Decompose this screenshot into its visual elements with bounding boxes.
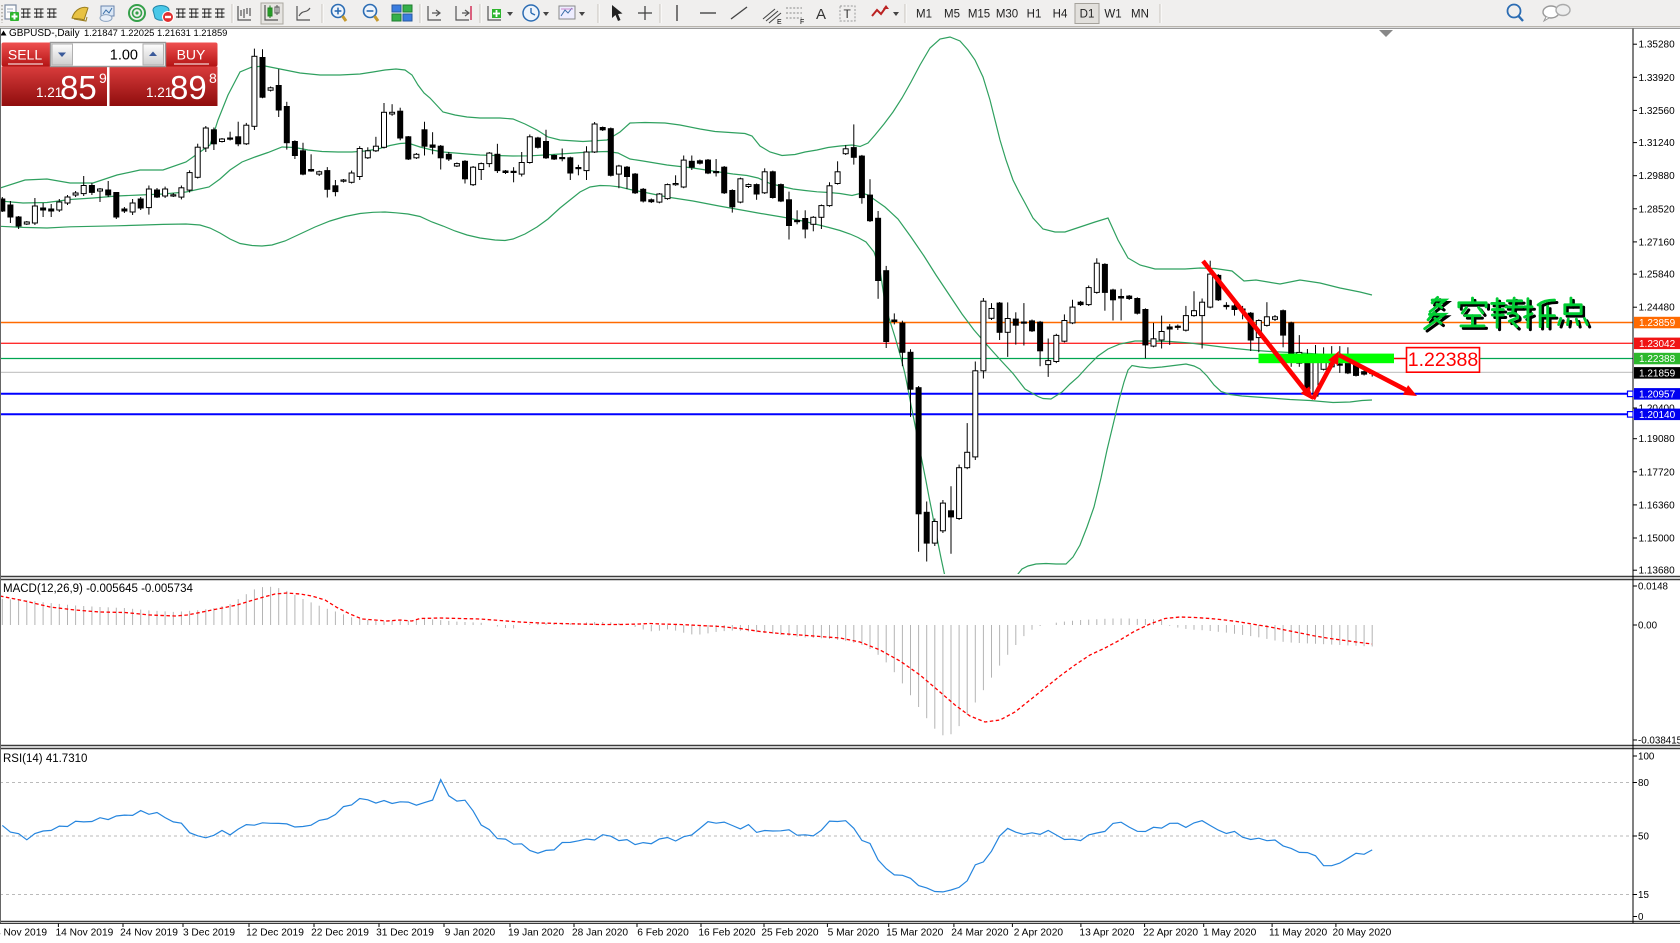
svg-text:9: 9	[99, 70, 107, 86]
svg-text:E: E	[777, 19, 782, 26]
svg-text:1.25840: 1.25840	[1639, 270, 1676, 281]
svg-text:80: 80	[1638, 778, 1649, 789]
svg-text:19 Jan 2020: 19 Jan 2020	[508, 928, 564, 939]
svg-text:5 Mar 2020: 5 Mar 2020	[828, 928, 880, 939]
svg-text:1.21: 1.21	[146, 85, 172, 100]
svg-text:8: 8	[209, 70, 217, 86]
svg-text:M30: M30	[996, 9, 1018, 21]
svg-text:1.32560: 1.32560	[1639, 106, 1676, 117]
svg-text:1.19080: 1.19080	[1639, 434, 1676, 445]
svg-text:1.21847 1.22025 1.21631 1.2185: 1.21847 1.22025 1.21631 1.21859	[84, 27, 227, 38]
svg-text:1.29880: 1.29880	[1639, 171, 1676, 182]
svg-text:0.0148: 0.0148	[1638, 581, 1669, 592]
svg-text:M1: M1	[916, 9, 932, 21]
svg-text:100: 100	[1638, 751, 1655, 762]
svg-text:24 Nov 2019: 24 Nov 2019	[120, 928, 178, 939]
svg-text:M15: M15	[968, 9, 990, 21]
svg-text:0: 0	[1638, 912, 1644, 923]
svg-text:15: 15	[1638, 890, 1649, 901]
svg-text:BUY: BUY	[177, 47, 206, 63]
svg-text:14 Nov 2019: 14 Nov 2019	[56, 928, 114, 939]
svg-text:1.17720: 1.17720	[1639, 467, 1676, 478]
svg-text:20 May 2020: 20 May 2020	[1332, 928, 1391, 939]
svg-text:1.22388: 1.22388	[1639, 354, 1676, 365]
svg-text:1.22388: 1.22388	[1408, 349, 1479, 371]
svg-text:MN: MN	[1131, 9, 1149, 21]
svg-text:T: T	[844, 7, 852, 21]
svg-text:1.21859: 1.21859	[1639, 369, 1676, 380]
svg-text:A: A	[816, 6, 826, 23]
svg-text:1.21: 1.21	[36, 85, 62, 100]
svg-text:-0.038415: -0.038415	[1638, 735, 1680, 746]
svg-text:1.35280: 1.35280	[1639, 40, 1676, 51]
svg-text:13 Apr 2020: 13 Apr 2020	[1079, 928, 1134, 939]
svg-text:1.28520: 1.28520	[1639, 204, 1676, 215]
svg-text:85: 85	[60, 69, 97, 106]
svg-text:1.24480: 1.24480	[1639, 303, 1676, 314]
svg-text:1.23859: 1.23859	[1639, 318, 1676, 329]
svg-text:1.20140: 1.20140	[1639, 410, 1676, 421]
svg-text:1.16360: 1.16360	[1639, 500, 1676, 511]
svg-text:H1: H1	[1027, 9, 1042, 21]
svg-text:1.27160: 1.27160	[1639, 237, 1676, 248]
svg-text:11 May 2020: 11 May 2020	[1269, 928, 1327, 939]
svg-text:16 Feb 2020: 16 Feb 2020	[698, 928, 756, 939]
svg-text:3 Dec 2019: 3 Dec 2019	[183, 928, 235, 939]
svg-text:89: 89	[170, 69, 207, 106]
svg-text:2 Apr 2020: 2 Apr 2020	[1014, 928, 1064, 939]
svg-text:1.20957: 1.20957	[1639, 389, 1676, 400]
svg-text:1.31240: 1.31240	[1639, 138, 1676, 149]
svg-text:1.13680: 1.13680	[1639, 566, 1676, 577]
svg-text:0.00: 0.00	[1638, 620, 1658, 631]
svg-text:1.33920: 1.33920	[1639, 73, 1676, 84]
svg-text:28 Jan 2020: 28 Jan 2020	[572, 928, 628, 939]
svg-text:24 Mar 2020: 24 Mar 2020	[951, 928, 1009, 939]
svg-text:H4: H4	[1053, 9, 1068, 21]
svg-text:M5: M5	[944, 9, 960, 21]
svg-text:MACD(12,26,9) -0.005645 -0.005: MACD(12,26,9) -0.005645 -0.005734	[3, 583, 193, 595]
svg-text:12 Dec 2019: 12 Dec 2019	[246, 928, 304, 939]
svg-text:31 Dec 2019: 31 Dec 2019	[376, 928, 434, 939]
svg-text:15 Mar 2020: 15 Mar 2020	[886, 928, 944, 939]
svg-text:1.00: 1.00	[110, 48, 138, 64]
svg-text:6 Feb 2020: 6 Feb 2020	[637, 928, 689, 939]
svg-text:GBPUSD-,Daily: GBPUSD-,Daily	[9, 28, 80, 39]
svg-text:25 Feb 2020: 25 Feb 2020	[761, 928, 819, 939]
svg-text:D1: D1	[1080, 9, 1095, 21]
svg-text:W1: W1	[1104, 9, 1121, 21]
svg-text:9 Jan 2020: 9 Jan 2020	[445, 928, 496, 939]
svg-text:22 Apr 2020: 22 Apr 2020	[1143, 928, 1198, 939]
svg-text:1 May 2020: 1 May 2020	[1203, 928, 1257, 939]
svg-text:F: F	[800, 19, 804, 26]
svg-text:RSI(14) 41.7310: RSI(14) 41.7310	[3, 753, 87, 765]
svg-text:50: 50	[1638, 831, 1649, 842]
svg-text:22 Dec 2019: 22 Dec 2019	[311, 928, 369, 939]
svg-text:1.15000: 1.15000	[1639, 534, 1676, 545]
svg-text:4 Nov 2019: 4 Nov 2019	[0, 928, 47, 939]
svg-text:1.23042: 1.23042	[1639, 339, 1676, 350]
svg-text:SELL: SELL	[8, 47, 42, 63]
